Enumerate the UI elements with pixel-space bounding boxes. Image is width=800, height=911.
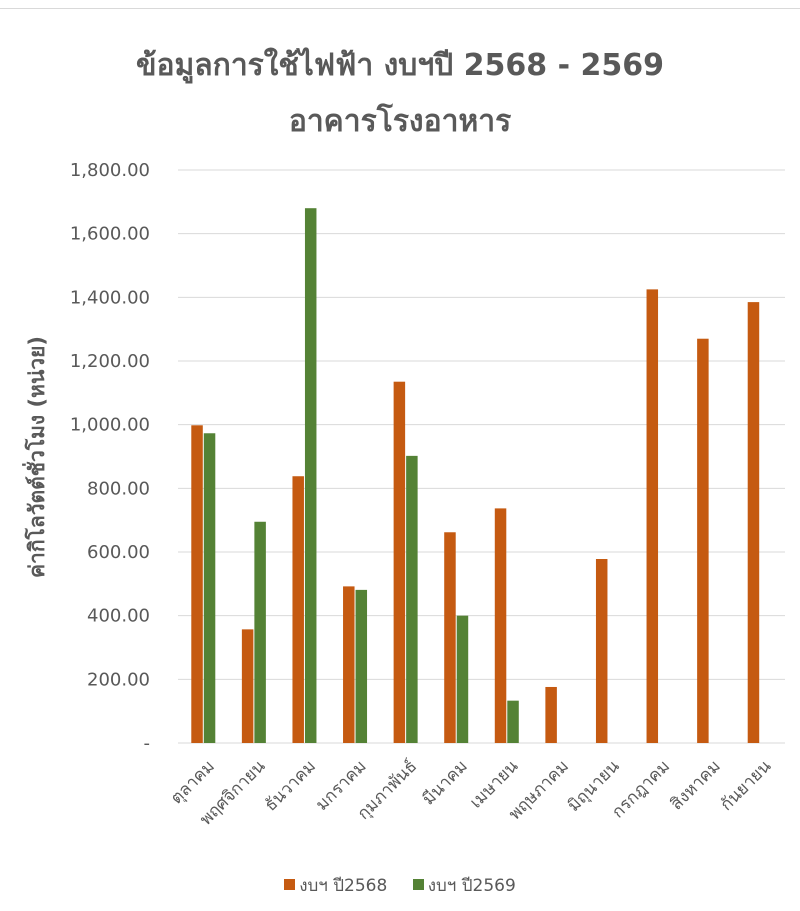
bar-2569 bbox=[203, 433, 216, 743]
x-tick-label: มีนาคม bbox=[419, 756, 472, 809]
x-axis-ticks: ตุลาคมพฤศจิกายนธันวาคมมกราคมกุมภาพันธ์มี… bbox=[167, 756, 776, 830]
bar-2568 bbox=[444, 532, 456, 743]
x-tick-label: ธันวาคม bbox=[261, 756, 320, 815]
legend-swatch-2569 bbox=[412, 879, 424, 890]
bar-2569 bbox=[355, 589, 368, 743]
y-tick-label: 1,200.00 bbox=[70, 351, 150, 372]
bar-2568 bbox=[595, 559, 608, 743]
bar-2568 bbox=[191, 425, 203, 743]
bar-2569 bbox=[406, 455, 418, 743]
bar-2568 bbox=[241, 629, 254, 743]
bar-2569 bbox=[456, 615, 469, 743]
bar-2568 bbox=[393, 381, 406, 743]
bar-2568 bbox=[292, 476, 304, 743]
bar-2569 bbox=[304, 208, 317, 743]
top-divider bbox=[0, 8, 800, 9]
y-tick-label: 1,600.00 bbox=[70, 224, 150, 245]
y-axis-ticks: - 200.00 400.00 600.00 800.00 1,000.00 1,200.0… bbox=[70, 160, 150, 754]
x-tick-label: กันยายน bbox=[717, 756, 776, 815]
x-tick-label: สิงหาคม bbox=[667, 756, 725, 814]
legend: งบฯ ปี2568 งบฯ ปี2569 bbox=[0, 872, 800, 899]
chart-subtitle: อาคารโรงอาหาร bbox=[288, 104, 512, 139]
bar-2568 bbox=[494, 508, 507, 743]
bar-2569 bbox=[507, 700, 519, 743]
legend-item-2569: งบฯ ปี2569 bbox=[412, 872, 516, 899]
bars bbox=[191, 208, 760, 743]
legend-swatch-2568 bbox=[284, 879, 296, 890]
chart-title: ข้อมูลการใช้ไฟฟ้า งบฯปี 2568 - 2569 bbox=[135, 48, 665, 83]
y-tick-label: 1,800.00 bbox=[70, 160, 150, 181]
y-tick-label: 200.00 bbox=[87, 669, 150, 690]
y-axis-label: ค่ากิโลวัตต์ชั่วโมง (หน่วย) bbox=[21, 336, 49, 578]
bar-2568 bbox=[697, 338, 709, 743]
bar-2568 bbox=[545, 686, 557, 743]
y-tick-label: 1,000.00 bbox=[70, 415, 150, 436]
y-tick-label: - bbox=[144, 733, 151, 754]
y-tick-label: 800.00 bbox=[87, 478, 150, 499]
bar-2569 bbox=[254, 521, 266, 743]
y-tick-label: 1,400.00 bbox=[70, 287, 150, 308]
legend-label-2569: งบฯ ปี2569 bbox=[427, 876, 516, 896]
y-tick-label: 600.00 bbox=[87, 542, 150, 563]
y-tick-label: 400.00 bbox=[87, 606, 150, 627]
legend-item-2568: งบฯ ปี2568 bbox=[284, 872, 387, 899]
gridlines bbox=[178, 169, 785, 744]
legend-label-2568: งบฯ ปี2568 bbox=[299, 876, 388, 896]
bar-2568 bbox=[343, 586, 355, 743]
bar-2568 bbox=[646, 289, 659, 743]
bar-2568 bbox=[747, 302, 760, 743]
